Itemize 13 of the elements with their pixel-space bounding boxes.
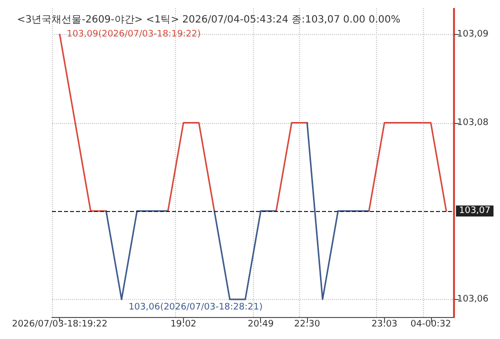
x-tick-label: 04-00:32 <box>410 320 452 330</box>
data-label: 103,09(2026/07/03-18:19:22) <box>66 29 201 40</box>
x-tick-label: 23:03 <box>371 320 398 330</box>
y-tick-label: 103,09 <box>457 29 489 40</box>
x-tick-label: 20:49 <box>248 320 274 330</box>
y-tick-label: 103,06 <box>457 294 489 304</box>
ref-line-label: 103,07 <box>459 206 490 216</box>
text: <3년국채선물-2609-야간> <1틱> 2026/07/04-05:43:24 종:103,07 0.00 0.00% <box>17 14 400 26</box>
y-tick-label: 103,08 <box>457 118 489 128</box>
data-label: 103,06(2026/07/03-18:28:21) <box>128 302 263 312</box>
x-tick-label: 22:30 <box>294 320 320 330</box>
x-tick-label: 2026/07/03-18:19:22 <box>12 320 108 330</box>
x-tick-label: 19:02 <box>170 320 196 330</box>
